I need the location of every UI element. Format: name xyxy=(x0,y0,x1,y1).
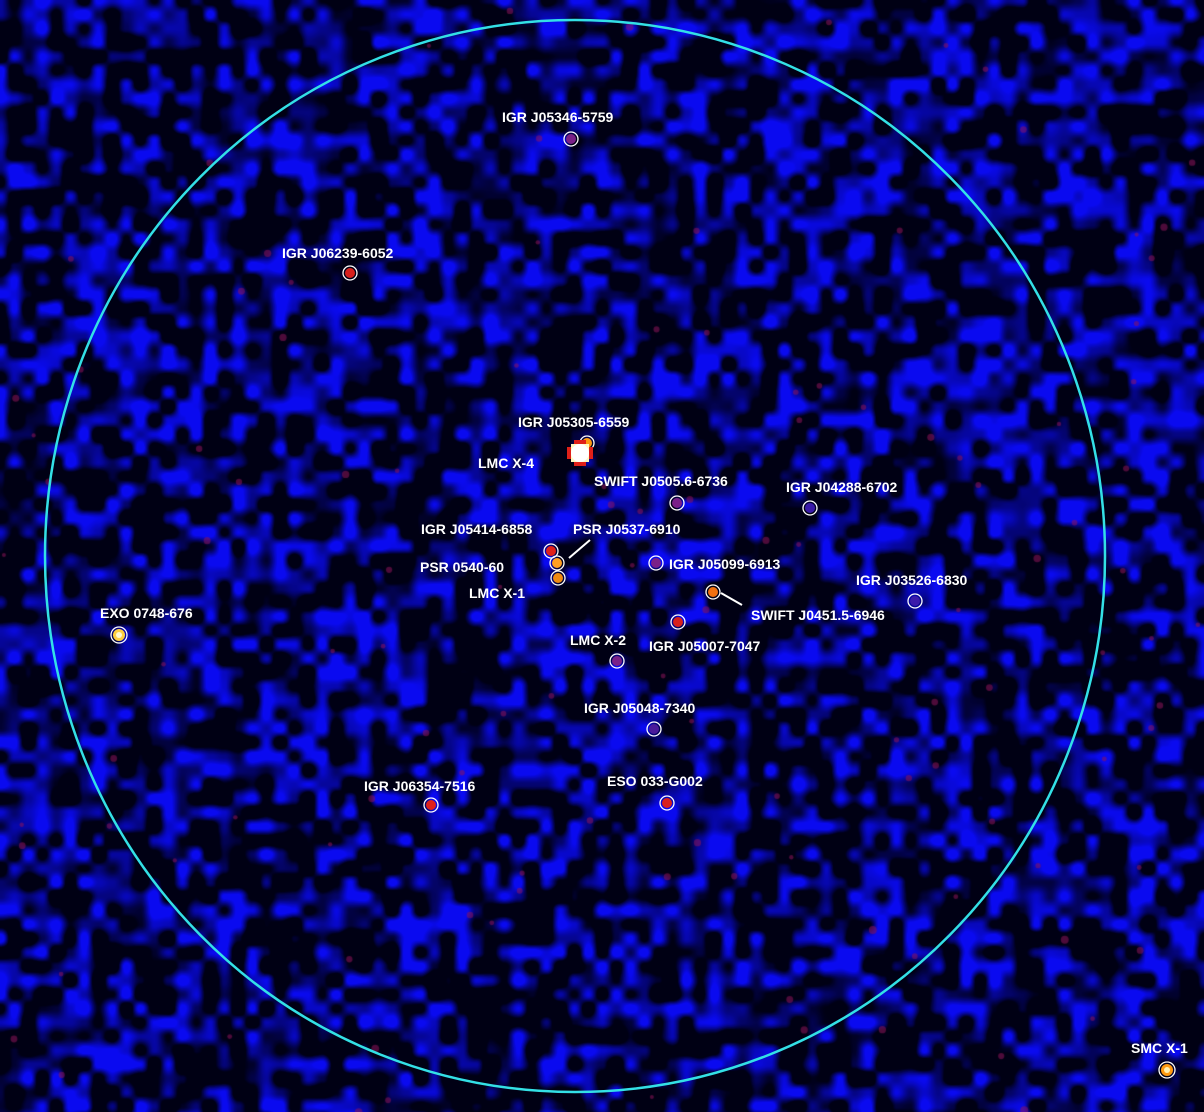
source-marker[interactable] xyxy=(670,614,686,630)
source-marker[interactable] xyxy=(549,555,565,571)
source-label: PSR 0540-60 xyxy=(420,559,504,575)
source-ring xyxy=(549,555,565,571)
source-core xyxy=(116,632,122,638)
source-marker[interactable] xyxy=(110,626,128,644)
source-marker[interactable] xyxy=(646,721,662,737)
source-core xyxy=(1164,1067,1170,1073)
source-ring xyxy=(609,653,625,669)
source-label: IGR J03526-6830 xyxy=(856,572,968,588)
source-label: LMC X-4 xyxy=(478,455,534,471)
source-marker[interactable] xyxy=(1158,1061,1176,1079)
source-marker[interactable] xyxy=(567,440,593,466)
source-dot xyxy=(662,798,672,808)
source-ring xyxy=(423,797,439,813)
source-dot xyxy=(426,800,436,810)
source-dot xyxy=(708,587,718,597)
source-ring xyxy=(550,570,566,586)
source-label: IGR J05099-6913 xyxy=(669,556,781,572)
source-dot xyxy=(546,546,556,556)
source-dot xyxy=(649,724,659,734)
source-dot xyxy=(672,498,682,508)
source-marker[interactable] xyxy=(609,653,625,669)
source-ring xyxy=(1158,1061,1176,1079)
source-marker[interactable] xyxy=(907,593,923,609)
source-label: PSR J0537-6910 xyxy=(573,521,681,537)
source-label: IGR J06239-6052 xyxy=(282,245,394,261)
source-ring xyxy=(648,555,664,571)
source-label: SMC X-1 xyxy=(1131,1040,1188,1056)
source-ring xyxy=(110,626,128,644)
source-ring xyxy=(342,265,358,281)
source-marker[interactable] xyxy=(648,555,664,571)
source-label: IGR J04288-6702 xyxy=(786,479,898,495)
source-ring xyxy=(670,614,686,630)
source-ring xyxy=(543,543,559,559)
source-dot xyxy=(612,656,622,666)
source-label: IGR J05305-6559 xyxy=(518,414,630,430)
source-marker[interactable] xyxy=(705,584,721,600)
source-marker[interactable] xyxy=(563,131,579,147)
source-dot xyxy=(651,558,661,568)
source-halo xyxy=(571,444,589,462)
source-marker[interactable] xyxy=(543,543,559,559)
source-label: ESO 033-G002 xyxy=(607,773,703,789)
source-ring xyxy=(659,795,675,811)
source-label: IGR J05414-6858 xyxy=(421,521,533,537)
source-dot xyxy=(552,558,562,568)
source-label: EXO 0748-676 xyxy=(100,605,193,621)
source-label: SWIFT J0505.6-6736 xyxy=(594,473,728,489)
source-dot xyxy=(673,617,683,627)
leader-line-psr-j0537 xyxy=(568,539,591,559)
source-dot xyxy=(566,134,576,144)
source-label: SWIFT J0451.5-6946 xyxy=(751,607,885,623)
source-dot xyxy=(805,503,815,513)
source-label: IGR J06354-7516 xyxy=(364,778,476,794)
source-ring xyxy=(646,721,662,737)
source-dot xyxy=(553,573,563,583)
source-ring xyxy=(705,584,721,600)
source-marker[interactable] xyxy=(669,495,685,511)
source-marker[interactable] xyxy=(659,795,675,811)
field-of-view-circle xyxy=(43,18,1107,1094)
source-marker[interactable] xyxy=(342,265,358,281)
source-marker[interactable] xyxy=(423,797,439,813)
source-marker[interactable] xyxy=(802,500,818,516)
source-label: IGR J05007-7047 xyxy=(649,638,761,654)
source-label: LMC X-2 xyxy=(570,632,626,648)
source-ring xyxy=(563,131,579,147)
source-dot xyxy=(345,268,355,278)
source-label: IGR J05346-5759 xyxy=(502,109,614,125)
source-ring xyxy=(802,500,818,516)
source-ring xyxy=(669,495,685,511)
source-dot xyxy=(910,596,920,606)
leader-line-swift-j0451 xyxy=(720,592,743,606)
source-marker[interactable] xyxy=(550,570,566,586)
source-label: IGR J05048-7340 xyxy=(584,700,696,716)
source-label: LMC X-1 xyxy=(469,585,525,601)
source-ring xyxy=(907,593,923,609)
